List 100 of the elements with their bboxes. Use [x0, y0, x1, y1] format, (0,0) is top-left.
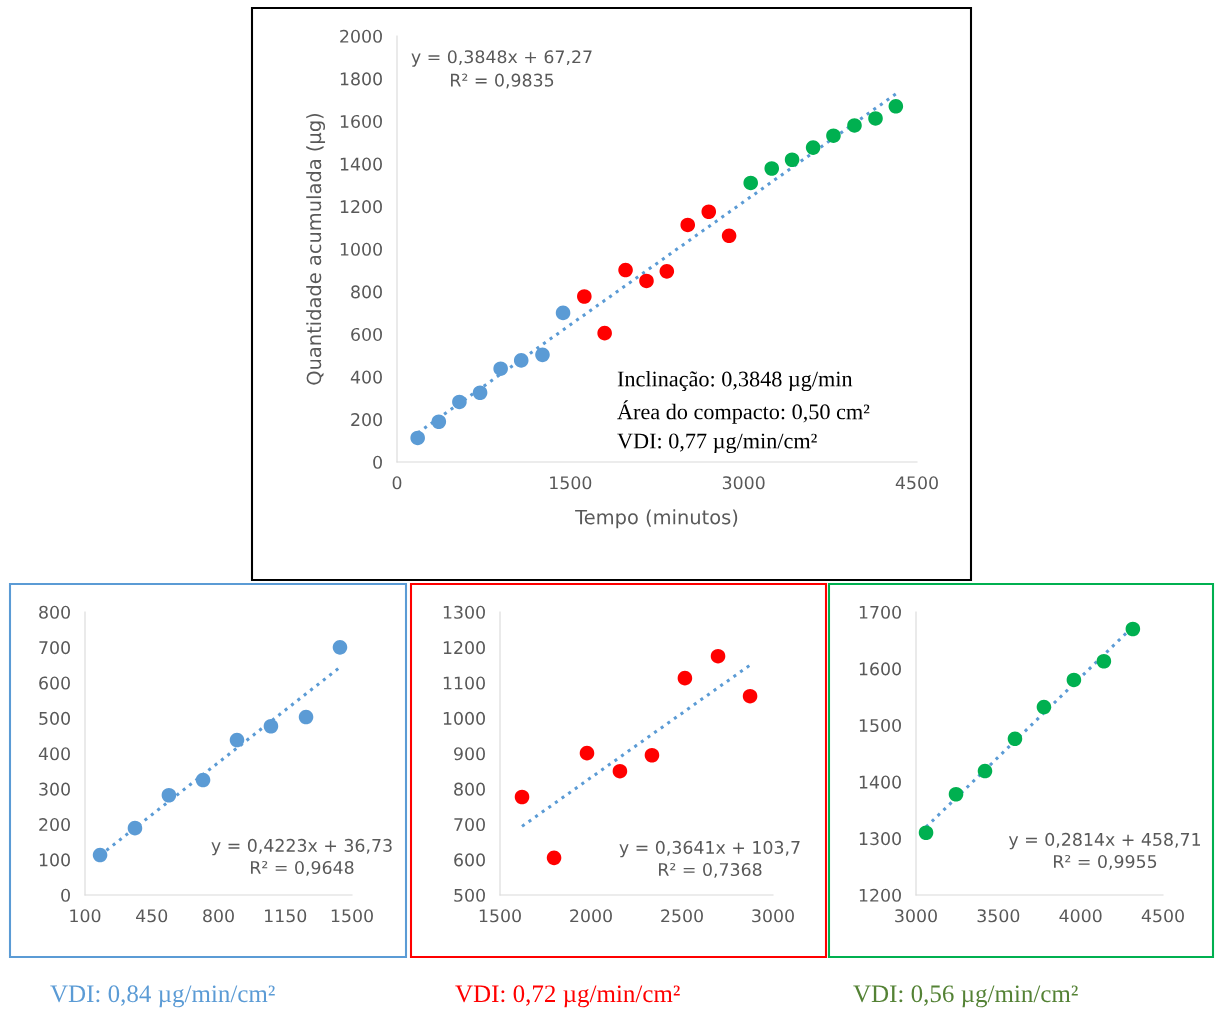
x-tick-label: 0: [392, 476, 402, 490]
point: [161, 787, 177, 803]
text: VDI: 0,56 µg/min/cm²: [853, 985, 1078, 1008]
point: [127, 820, 143, 836]
x-axis-title: Tempo (minutos): [575, 509, 738, 529]
point: [263, 718, 279, 734]
point: [721, 228, 737, 244]
x-tick-label: 1500: [331, 909, 373, 923]
point: [977, 763, 993, 779]
y-tick-label: 0: [61, 888, 70, 902]
y-tick-label: 1600: [340, 114, 382, 129]
point: [535, 347, 550, 363]
point: [868, 111, 883, 126]
point: [701, 204, 717, 220]
point: [948, 786, 964, 802]
y-tick-label: 2000: [340, 29, 382, 43]
point: [742, 688, 758, 704]
x-tick-label: 2500: [661, 909, 703, 923]
y-tick-label: 0: [373, 455, 382, 469]
point: [92, 847, 108, 863]
y-tick-label: 600: [351, 327, 382, 342]
point: [229, 732, 245, 748]
y-tick-label: 700: [39, 641, 70, 655]
y-tick-label: 400: [350, 370, 382, 384]
y-tick-label: 1500: [859, 718, 901, 733]
point: [195, 772, 211, 788]
point: [431, 414, 447, 430]
x-tick-label: 100: [70, 909, 101, 923]
point: [298, 709, 314, 725]
point: [743, 175, 758, 191]
y-tick-label: 500: [454, 888, 485, 902]
point: [493, 361, 508, 376]
y-tick-label: 800: [454, 782, 485, 796]
point: [513, 353, 529, 368]
y-tick-label: 1200: [340, 200, 382, 214]
y-tick-label: 1000: [340, 242, 382, 256]
x-tick-label: 4500: [1141, 909, 1184, 923]
y-tick-label: 1400: [859, 775, 901, 789]
y-tick-label: 1100: [443, 676, 485, 690]
x-tick-label: 3500: [977, 909, 1020, 923]
x-tick-label: 800: [203, 909, 234, 923]
x-tick-label: 4000: [1059, 909, 1102, 923]
annotation: y = 0,2814x + 458,71 R² = 0,9955: [1008, 832, 1200, 870]
point: [805, 140, 821, 155]
y-tick-label: 200: [351, 413, 382, 427]
y-tick-label: 400: [38, 747, 70, 761]
y-tick-label: 900: [454, 747, 485, 761]
text: VDI: 0,84 µg/min/cm²: [50, 985, 275, 1008]
point: [577, 289, 592, 304]
y-tick-label: 1600: [859, 662, 901, 676]
y-tick-label: 200: [39, 817, 70, 832]
point: [579, 745, 595, 761]
point: [888, 99, 904, 114]
point: [472, 385, 488, 401]
y-tick-label: 800: [39, 605, 70, 619]
x-tick-label: 2000: [570, 909, 612, 923]
point: [1036, 699, 1052, 715]
y-tick-label: 800: [351, 285, 382, 299]
point: [612, 763, 628, 779]
x-tick-label: 3000: [752, 909, 794, 923]
point: [597, 325, 612, 341]
point: [618, 262, 633, 278]
annotation: VDI: 0,77 µg/min/cm²: [617, 433, 817, 454]
x-tick-label: 1150: [265, 909, 307, 923]
y-tick-label: 100: [39, 853, 70, 867]
annotation: Área do compacto: 0,50 cm²: [617, 400, 870, 424]
y-tick-label: 1200: [443, 641, 485, 655]
point: [514, 789, 530, 805]
y-tick-label: 1800: [340, 72, 382, 86]
y-tick-label: 500: [39, 711, 70, 725]
point: [546, 850, 562, 866]
point: [784, 152, 800, 168]
x-tick-label: 3000: [722, 476, 765, 490]
y-tick-label: 1400: [340, 157, 382, 171]
annotation: y = 0,3641x + 103,7 R² = 0,7368: [619, 840, 800, 878]
point: [659, 264, 675, 279]
point: [680, 217, 696, 233]
point: [1007, 731, 1023, 747]
point: [677, 670, 693, 686]
point: [452, 394, 467, 410]
y-tick-label: 700: [454, 817, 485, 832]
y-tick-label: 300: [39, 782, 70, 796]
point: [1096, 653, 1112, 669]
y-tick-label: 1200: [859, 888, 901, 902]
point: [644, 747, 660, 763]
annotation: y = 0,4223x + 36,73 R² = 0,9648: [211, 838, 392, 876]
x-tick-label: 1500: [479, 909, 521, 923]
y-axis-title: Quantidade acumulada (µg): [306, 113, 326, 385]
point: [1125, 621, 1141, 637]
point: [639, 273, 654, 289]
point: [847, 118, 862, 133]
y-tick-label: 600: [454, 853, 485, 867]
x-tick-label: 3000: [895, 909, 937, 923]
y-tick-label: 600: [39, 676, 70, 690]
text: VDI: 0,72 µg/min/cm²: [455, 985, 680, 1008]
point: [764, 161, 780, 176]
x-tick-label: 4500: [895, 476, 938, 490]
point: [826, 128, 841, 143]
point: [918, 825, 934, 841]
x-tick-label: 1500: [550, 476, 592, 490]
